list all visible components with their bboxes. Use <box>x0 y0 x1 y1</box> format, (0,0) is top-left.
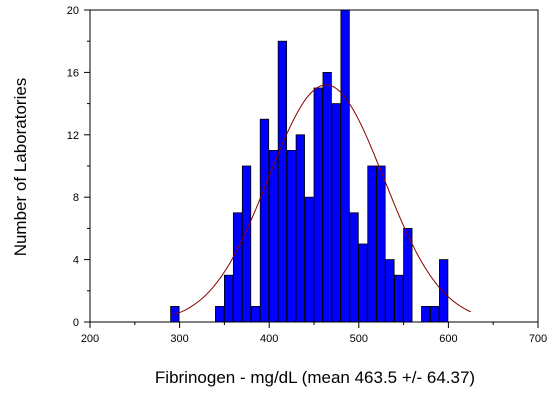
histogram-bar <box>439 259 449 323</box>
histogram-bar <box>304 196 314 323</box>
histogram-bar <box>340 9 350 323</box>
histogram-bar <box>367 165 377 323</box>
histogram-bar <box>385 259 395 323</box>
histogram-bar <box>259 118 270 323</box>
histogram-bar <box>250 305 261 323</box>
x-tick-label: 600 <box>439 333 457 345</box>
y-tick-label: 8 <box>73 192 79 204</box>
histogram-bar <box>331 103 341 323</box>
histogram-bar <box>394 274 404 323</box>
histogram-bar <box>349 212 359 323</box>
y-tick-label: 4 <box>73 255 79 267</box>
x-tick-label: 400 <box>260 333 278 345</box>
histogram-bar <box>376 165 386 323</box>
histogram-bar <box>403 227 413 323</box>
y-axis-title: Number of Laboratories <box>11 78 30 257</box>
histogram-bar <box>277 40 288 323</box>
histogram-bar <box>421 305 431 323</box>
histogram-bar <box>286 149 296 323</box>
histogram-bar <box>241 165 252 323</box>
normal-fit-curve <box>173 84 472 316</box>
bars-group <box>170 9 449 323</box>
x-tick-label: 700 <box>529 333 547 345</box>
y-tick-label: 0 <box>73 317 79 329</box>
x-axis-title: Fibrinogen - mg/dL (mean 463.5 +/- 64.37… <box>155 368 475 387</box>
histogram-bar <box>268 149 279 323</box>
x-tick-label: 500 <box>350 333 368 345</box>
y-tick-label: 12 <box>67 130 79 142</box>
y-tick-label: 16 <box>67 67 79 79</box>
axis-ticks-group: 200 300 400 500 600 700 0 4 8 12 16 20 <box>67 5 547 345</box>
histogram-bar <box>430 305 440 323</box>
x-tick-label: 200 <box>81 333 99 345</box>
histogram-bar <box>322 72 332 323</box>
histogram-bar <box>232 212 243 323</box>
x-tick-label: 300 <box>170 333 188 345</box>
histogram-bar <box>313 87 323 323</box>
histogram-bar <box>215 305 225 323</box>
histogram-bar <box>358 243 368 323</box>
histogram-bar <box>223 274 234 323</box>
y-tick-label: 20 <box>67 5 79 17</box>
histogram-bar <box>295 134 305 323</box>
